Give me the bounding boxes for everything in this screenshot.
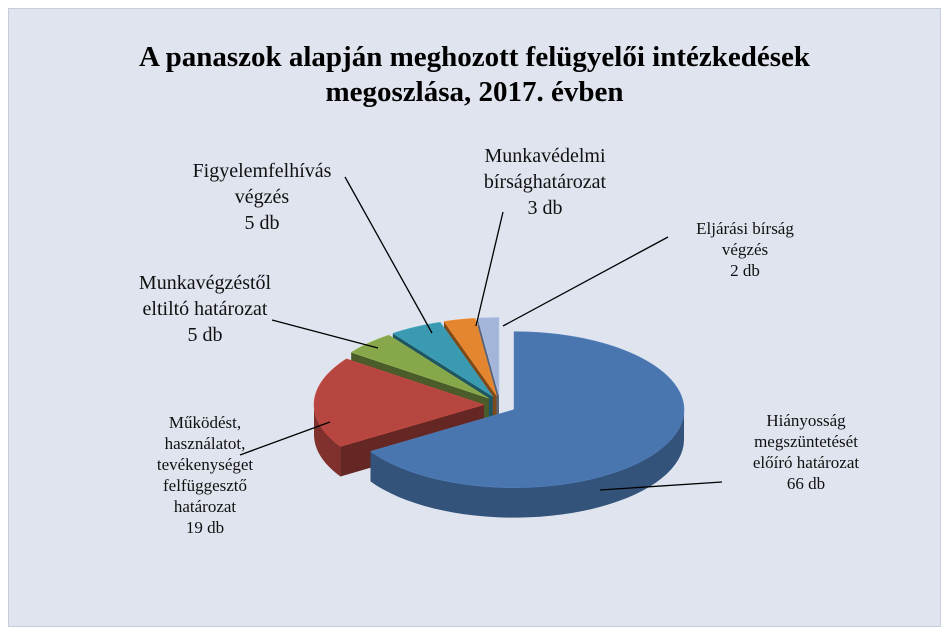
slice-top	[313, 358, 485, 447]
leader-line	[239, 421, 331, 456]
chart-title: A panaszok alapján meghozott felügyelői …	[138, 41, 811, 108]
label-value: 2 db	[730, 261, 760, 280]
data-label: Hiányosság megszüntetését előíró határoz…	[676, 410, 936, 494]
data-label: Munkavédelmi bírsághatározat 3 db	[415, 143, 675, 221]
slice-top	[443, 317, 497, 396]
label-category: Működést, használatot, tevékenységet fel…	[156, 413, 254, 516]
label-value: 5 db	[244, 212, 280, 234]
leader-line	[599, 481, 723, 491]
label-category: Eljárási bírság végzés	[696, 219, 794, 259]
leader-line	[502, 236, 669, 327]
label-category: Munkavégzéstől eltiltó határozat	[138, 272, 272, 320]
data-label: Működést, használatot, tevékenységet fel…	[75, 412, 335, 538]
slice-top	[392, 321, 493, 397]
label-value: 66 db	[786, 474, 826, 493]
label-category: Munkavédelmi bírsághatározat	[483, 145, 607, 193]
slice-top	[477, 317, 500, 396]
label-value: 5 db	[187, 324, 223, 346]
slice-wall	[370, 409, 685, 518]
chart-area	[8, 8, 941, 627]
data-label: Figyelemfelhívás végzés 5 db	[132, 158, 392, 236]
slice-wall	[314, 404, 341, 477]
slice-top	[350, 334, 489, 399]
label-category: Figyelemfelhívás végzés	[192, 160, 332, 208]
data-label: Munkavégzéstől eltiltó határozat 5 db	[75, 270, 335, 348]
leader-line	[271, 319, 379, 349]
leader-line	[344, 176, 433, 334]
label-value: 3 db	[527, 197, 563, 219]
slice-top	[369, 331, 685, 488]
slice	[369, 331, 685, 518]
leader-line	[475, 211, 504, 327]
label-category: Hiányosság megszüntetését előíró határoz…	[752, 411, 860, 472]
label-value: 19 db	[185, 518, 225, 537]
data-label: Eljárási bírság végzés 2 db	[615, 218, 875, 281]
